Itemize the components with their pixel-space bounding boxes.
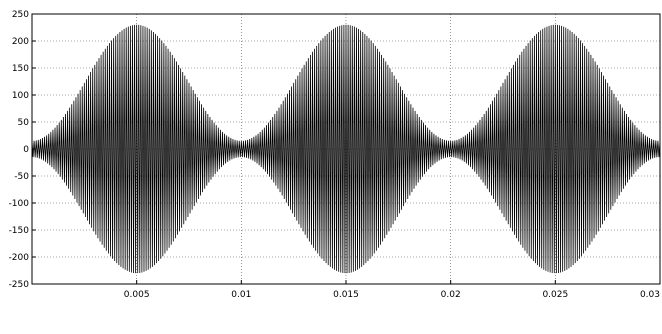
x-tick-label: 0.015 [333, 290, 359, 300]
y-tick-label: -50 [14, 172, 29, 182]
x-tick-label: 0.01 [231, 290, 251, 300]
x-tick-label: 0.005 [124, 290, 150, 300]
y-tick-label: 200 [12, 37, 29, 47]
x-axis-ticks: 0.005 0.01 0.015 0.02 0.025 0.03 [124, 280, 661, 300]
y-tick-label: 100 [12, 91, 29, 101]
y-tick-label: 0 [23, 145, 29, 155]
y-tick-label: 150 [12, 64, 29, 74]
y-axis-ticks: 250 200 150 100 50 0 -50 -100 -150 -200 -250 [9, 10, 36, 290]
y-tick-label: -150 [9, 226, 30, 236]
x-tick-label: 0.02 [441, 290, 461, 300]
y-tick-label: -200 [9, 253, 30, 263]
y-tick-label: 250 [12, 10, 29, 20]
x-tick-label: 0.025 [542, 290, 568, 300]
y-tick-label: -100 [9, 199, 30, 209]
y-tick-label: 50 [18, 118, 30, 128]
x-tick-label: 0.03 [640, 290, 660, 300]
y-tick-label: -250 [9, 280, 30, 290]
signal-trace [31, 24, 661, 274]
